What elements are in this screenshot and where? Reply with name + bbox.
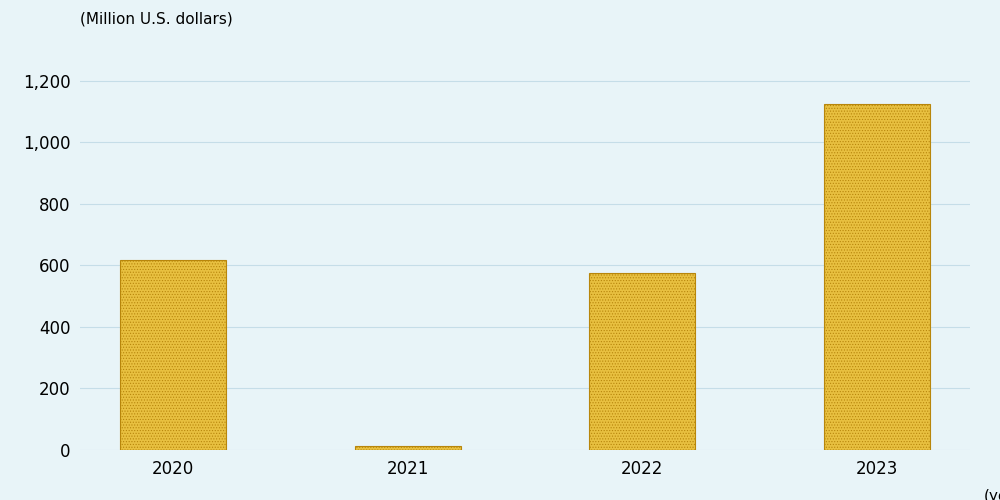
- Text: (year): (year): [984, 489, 1000, 500]
- Bar: [120, 260, 226, 450]
- Bar: [589, 273, 695, 450]
- Text: (Million U.S. dollars): (Million U.S. dollars): [80, 11, 233, 26]
- Bar: [355, 446, 461, 450]
- Bar: [824, 104, 930, 450]
